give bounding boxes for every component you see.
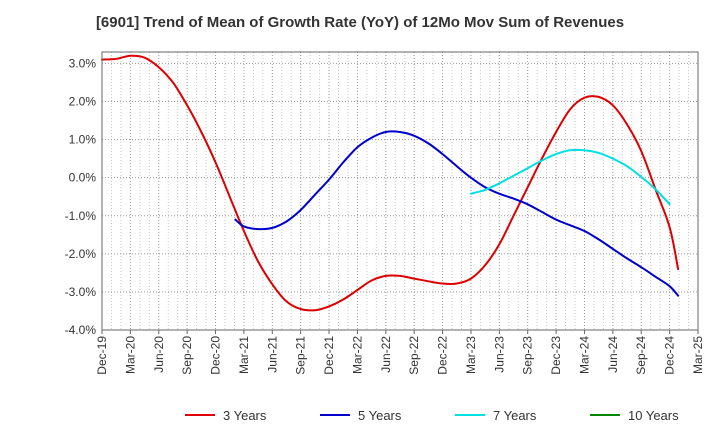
x-tick-label: Mar-25 xyxy=(691,336,705,374)
x-tick-label: Dec-22 xyxy=(436,336,450,375)
y-tick-label: -1.0% xyxy=(65,209,97,223)
y-tick-label: 3.0% xyxy=(69,56,97,70)
x-tick-label: Sep-20 xyxy=(180,336,194,375)
x-tick-label: Dec-23 xyxy=(549,336,563,375)
plot-frame xyxy=(101,51,699,331)
x-tick-label: Jun-23 xyxy=(492,336,506,373)
grid-layer xyxy=(101,52,699,331)
x-tick-label: Mar-21 xyxy=(237,336,251,374)
x-tick-label: Dec-24 xyxy=(663,336,677,375)
x-tick-label: Mar-22 xyxy=(350,336,364,374)
x-tick-label: Dec-20 xyxy=(209,336,223,375)
y-tick-label: 1.0% xyxy=(69,133,97,147)
x-tick-label: Dec-21 xyxy=(322,336,336,375)
legend-layer: 3 Years 5 Years 7 Years 10 Years xyxy=(185,408,679,423)
x-tick-label: Jun-24 xyxy=(606,336,620,373)
x-tick-label: Jun-20 xyxy=(152,336,166,373)
chart-title: [6901] Trend of Mean of Growth Rate (YoY… xyxy=(95,14,625,31)
y-tick-label: 2.0% xyxy=(69,95,97,109)
axis-layer: 3.0%2.0%1.0%0.0%-1.0%-2.0%-3.0%-4.0%Dec-… xyxy=(65,51,705,375)
y-tick-label: -4.0% xyxy=(65,323,97,337)
x-tick-label: Sep-23 xyxy=(521,336,535,375)
x-tick-label: Mar-23 xyxy=(464,336,478,374)
x-tick-label: Sep-22 xyxy=(407,336,421,375)
x-tick-label: Dec-19 xyxy=(95,336,109,375)
legend-label: 3 Years xyxy=(223,408,267,423)
x-tick-label: Sep-21 xyxy=(294,336,308,375)
series-line-5-years xyxy=(234,130,680,297)
legend-label: 10 Years xyxy=(628,408,679,423)
y-tick-label: -2.0% xyxy=(65,247,97,261)
series-line-3-years xyxy=(101,54,680,312)
y-tick-label: -3.0% xyxy=(65,285,97,299)
series-layer xyxy=(101,54,680,312)
series-line-7-years xyxy=(470,148,671,206)
y-tick-label: 0.0% xyxy=(69,171,97,185)
legend-label: 7 Years xyxy=(493,408,537,423)
x-tick-label: Mar-24 xyxy=(577,336,591,374)
plot-area xyxy=(102,52,698,330)
legend-label: 5 Years xyxy=(358,408,402,423)
x-tick-label: Mar-20 xyxy=(123,336,137,374)
x-tick-label: Sep-24 xyxy=(634,336,648,375)
x-tick-label: Jun-22 xyxy=(379,336,393,373)
x-tick-label: Jun-21 xyxy=(265,336,279,373)
